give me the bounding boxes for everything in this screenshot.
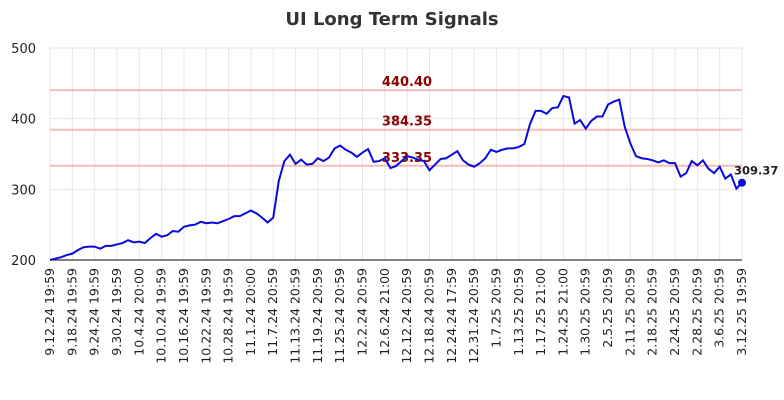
last-point bbox=[738, 178, 746, 187]
x-tick-label: 12.31.24 20:59 bbox=[466, 268, 481, 364]
x-tick-label: 11.7.24 20:59 bbox=[265, 268, 280, 356]
x-tick-label: 12.24.24 17:59 bbox=[444, 268, 459, 364]
x-tick-label: 12.6.24 21:00 bbox=[377, 268, 392, 356]
x-tick-label: 1.17.25 21:00 bbox=[533, 268, 548, 356]
x-tick-label: 10.4.24 20:00 bbox=[131, 268, 146, 356]
x-tick-label: 3.6.25 20:59 bbox=[712, 268, 727, 348]
last-value-label: 309.37 bbox=[734, 164, 778, 178]
x-tick-label: 9.24.24 19:59 bbox=[87, 268, 102, 356]
x-tick-label: 2.18.25 20:59 bbox=[645, 268, 660, 356]
x-tick-label: 3.12.25 19:59 bbox=[734, 268, 749, 356]
x-tick-label: 2.5.25 20:59 bbox=[600, 268, 615, 348]
y-tick-label: 500 bbox=[11, 42, 36, 57]
x-tick-label: 11.13.24 20:59 bbox=[288, 268, 303, 364]
x-tick-label: 12.2.24 20:59 bbox=[355, 268, 370, 356]
x-tick-label: 1.7.25 20:59 bbox=[488, 268, 503, 348]
y-tick-label: 400 bbox=[11, 113, 36, 128]
x-tick-label: 10.16.24 19:59 bbox=[176, 268, 191, 364]
x-tick-label: 11.25.24 20:59 bbox=[332, 268, 347, 364]
x-tick-label: 9.12.24 19:59 bbox=[42, 268, 57, 356]
x-tick-label: 2.28.25 20:59 bbox=[689, 268, 704, 356]
x-tick-label: 1.13.25 20:59 bbox=[511, 268, 526, 356]
reference-label: 440.40 bbox=[382, 75, 432, 90]
reference-label: 333.35 bbox=[382, 151, 432, 166]
x-tick-label: 9.18.24 19:59 bbox=[64, 268, 79, 356]
reference-label: 384.35 bbox=[382, 115, 432, 130]
x-tick-label: 11.19.24 20:59 bbox=[310, 268, 325, 364]
x-tick-label: 2.11.25 20:59 bbox=[622, 268, 637, 356]
y-tick-label: 200 bbox=[11, 254, 36, 269]
x-tick-label: 10.28.24 19:59 bbox=[221, 268, 236, 364]
x-tick-label: 12.12.24 20:59 bbox=[399, 268, 414, 364]
x-tick-label: 9.30.24 19:59 bbox=[109, 268, 124, 356]
x-tick-label: 12.18.24 20:59 bbox=[421, 268, 436, 364]
x-tick-label: 1.24.25 21:00 bbox=[555, 268, 570, 356]
y-tick-label: 300 bbox=[11, 183, 36, 198]
x-tick-label: 2.24.25 20:59 bbox=[667, 268, 682, 356]
x-tick-label: 10.10.24 19:59 bbox=[154, 268, 169, 364]
line-series bbox=[49, 94, 743, 261]
chart-title: UI Long Term Signals bbox=[285, 9, 498, 30]
x-tick-label: 1.30.25 20:59 bbox=[578, 268, 593, 356]
x-tick-label: 10.22.24 19:59 bbox=[198, 268, 213, 364]
x-tick-label: 11.1.24 20:00 bbox=[243, 268, 258, 356]
